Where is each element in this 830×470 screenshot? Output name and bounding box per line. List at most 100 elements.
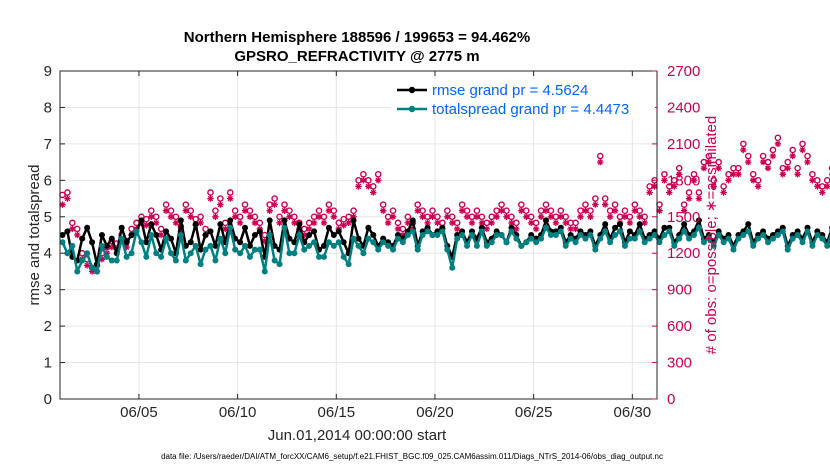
plot-frame <box>59 70 658 400</box>
y-tick-label-right: 1800 <box>667 172 700 189</box>
obs-possible-point <box>197 213 204 221</box>
y-tick-label-right: 2700 <box>667 63 700 80</box>
obs-assimilated-point <box>666 189 673 196</box>
spread-point <box>483 242 490 249</box>
obs-assimilated-point <box>162 207 170 214</box>
spread-point <box>306 242 313 249</box>
obs-possible-point <box>444 207 451 215</box>
obs-assimilated-point <box>680 207 688 214</box>
obs-possible-point <box>695 189 703 196</box>
obs-assimilated-point <box>232 213 239 220</box>
obs-assimilated-point <box>389 213 397 220</box>
obs-possible-point <box>162 201 170 208</box>
rmse-point <box>217 221 224 228</box>
obs-possible-point <box>231 207 239 215</box>
y-tick-label-left: 1 <box>44 355 52 372</box>
spread-point <box>478 228 485 235</box>
obs-assimilated-point <box>261 237 268 245</box>
spread-point <box>330 242 337 249</box>
spread-point <box>542 224 549 231</box>
rmse-point <box>602 221 609 228</box>
obs-possible-point <box>147 207 155 215</box>
obs-possible-point <box>212 207 219 215</box>
spread-point <box>439 228 446 235</box>
spread-point <box>636 228 643 235</box>
spread-point <box>59 239 66 246</box>
obs-assimilated-point <box>276 219 283 227</box>
obs-assimilated-point <box>478 219 485 227</box>
y-axis-label-right: # of obs: o=possible; ∗=assimilated <box>703 116 720 355</box>
spread-point <box>646 235 653 242</box>
obs-assimilated-point <box>394 225 402 233</box>
obs-assimilated-point <box>424 219 431 227</box>
spread-point <box>385 242 392 249</box>
obs-assimilated-point <box>350 213 357 220</box>
obs-possible-point <box>315 207 323 215</box>
obs-assimilated-point <box>809 177 816 184</box>
obs-assimilated-point <box>143 222 150 229</box>
obs-assimilated-point <box>700 165 708 172</box>
obs-possible-point <box>631 201 639 208</box>
obs-assimilated-point <box>177 228 185 235</box>
y-tick-label-left: 5 <box>44 209 52 226</box>
spread-point <box>695 224 702 231</box>
spread-point <box>64 250 71 257</box>
spread-point <box>686 235 693 242</box>
obs-assimilated-point <box>779 171 786 178</box>
spread-point <box>557 228 564 235</box>
obs-possible-point <box>680 201 688 208</box>
rmse-point <box>661 224 668 231</box>
obs-assimilated-point <box>148 213 155 220</box>
spread-point <box>498 232 505 238</box>
spread-point <box>612 232 619 238</box>
spread-point <box>745 228 752 235</box>
spread-point <box>705 235 712 242</box>
obs-assimilated-point <box>468 219 476 227</box>
obs-assimilated-point <box>537 213 545 220</box>
obs-possible-point <box>281 201 288 208</box>
obs-assimilated-point <box>463 213 471 220</box>
obs-possible-point <box>611 201 619 208</box>
spread-point <box>74 268 81 275</box>
rmse-point <box>207 228 214 235</box>
obs-possible-point <box>740 140 747 148</box>
obs-possible-point <box>794 164 801 172</box>
rmse-point <box>128 232 135 238</box>
obs-assimilated-point <box>577 213 584 220</box>
rmse-point <box>306 232 313 238</box>
obs-assimilated-point <box>488 219 495 227</box>
obs-assimilated-point <box>153 219 160 227</box>
spread-point <box>291 250 298 257</box>
spread-point <box>187 250 194 257</box>
spread-point <box>592 246 599 253</box>
spread-point <box>177 232 184 238</box>
obs-assimilated-point <box>182 207 189 214</box>
spread-point <box>760 232 767 238</box>
obs-assimilated-point <box>83 262 91 269</box>
obs-assimilated-point <box>59 201 66 208</box>
rmse-point <box>108 235 115 242</box>
rmse-point <box>612 224 619 231</box>
obs-assimilated-point <box>621 213 629 220</box>
x-tick-label: 06/30 <box>614 404 652 421</box>
obs-possible-point <box>271 195 278 202</box>
spread-point <box>459 232 466 238</box>
spread-point <box>271 257 278 264</box>
rmse-point <box>636 221 643 228</box>
obs-possible-point <box>675 164 683 172</box>
spread-point <box>79 257 86 264</box>
spread-point <box>340 253 347 260</box>
obs-assimilated-point <box>725 177 732 184</box>
obs-possible-point <box>69 219 76 227</box>
spread-point <box>651 232 658 238</box>
spread-point <box>567 235 574 242</box>
obs-assimilated-point <box>552 219 560 227</box>
spread-point <box>202 246 209 253</box>
obs-assimilated-point <box>419 213 426 220</box>
obs-assimilated-point <box>656 207 663 214</box>
spread-point <box>607 239 614 246</box>
obs-assimilated-point <box>671 183 678 190</box>
spread-point <box>143 253 150 260</box>
spread-point <box>345 261 352 268</box>
spread-point <box>237 250 244 257</box>
